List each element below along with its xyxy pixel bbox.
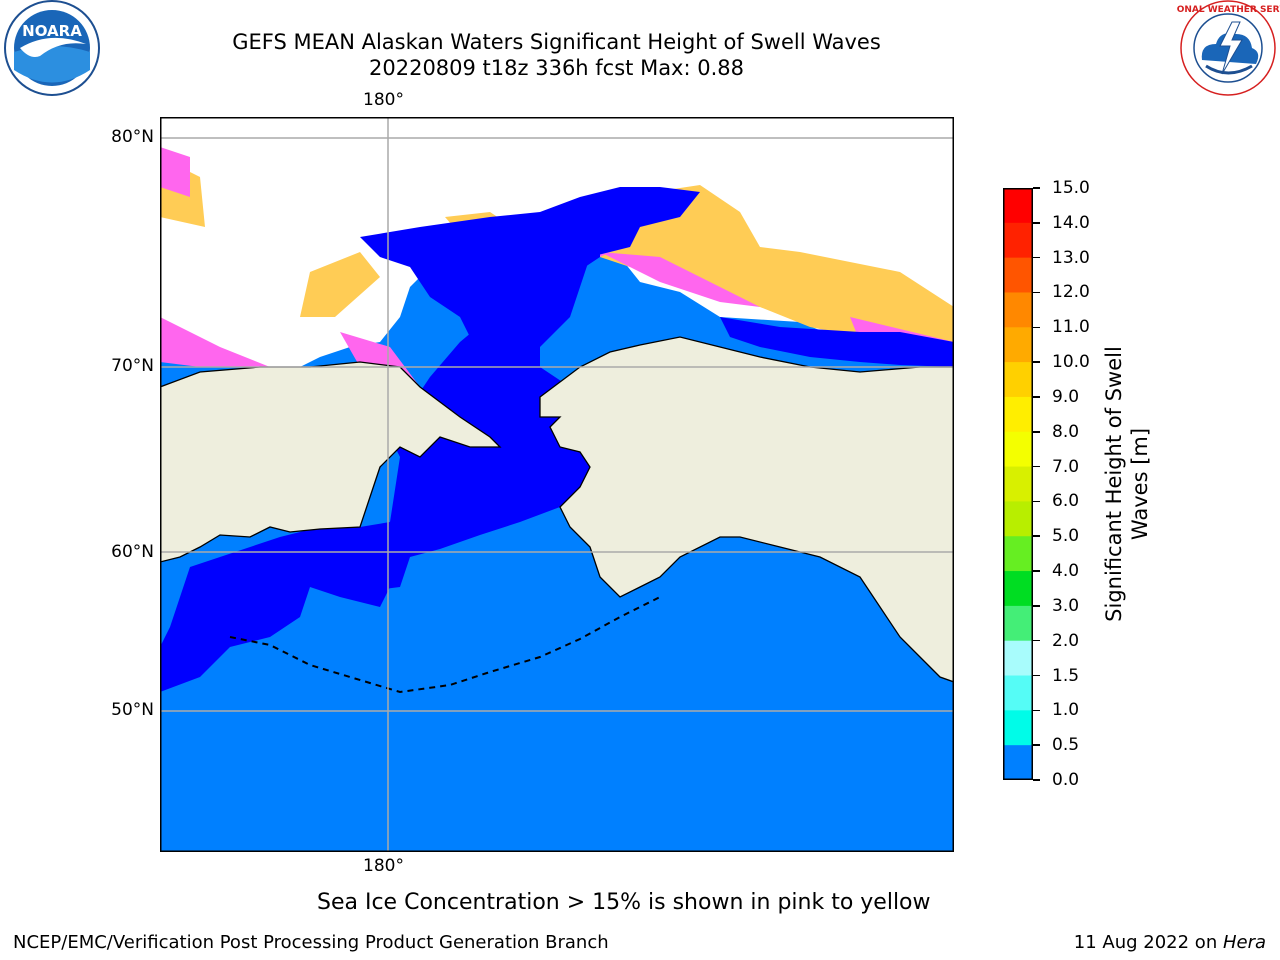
deep-blue-chukchi (360, 187, 700, 367)
colorbar-tick-mark (1033, 744, 1040, 746)
colorbar-tick-mark (1033, 326, 1040, 329)
sea-ice-note: Sea Ice Concentration > 15% is shown in … (317, 890, 931, 915)
colorbar-tick-mark (1033, 605, 1040, 607)
colorbar-segment (1003, 292, 1033, 328)
colorbar-tick-label: 10.0 (1052, 352, 1090, 373)
colorbar-segment (1003, 536, 1033, 572)
ice-band-pink (160, 147, 954, 417)
colorbar-segment (1003, 362, 1033, 398)
footer-date-text: 11 Aug 2022 on (1073, 932, 1223, 953)
colorbar-segment (1003, 675, 1033, 711)
colorbar-tick-mark (1033, 570, 1040, 572)
colorbar-tick-label: 15.0 (1052, 178, 1090, 198)
colorbar-tick-label: 2.0 (1052, 630, 1080, 651)
colorbar-tick-label: 7.0 (1052, 456, 1080, 477)
colorbar-segment (1003, 257, 1033, 293)
low-swell-region (160, 345, 954, 697)
colorbar-tick-label: 6.0 (1052, 491, 1080, 512)
colorbar-tick-mark (1033, 465, 1040, 468)
colorbar-segment (1003, 431, 1033, 468)
colorbar-tick-label: 12.0 (1052, 282, 1090, 303)
colorbar-tick-mark (1033, 639, 1040, 642)
map-subtitle: 20220809 t18z 336h fcst Max: 0.88 (369, 56, 744, 80)
footer-host: Hera (1222, 932, 1266, 953)
colorbar-segment (1003, 501, 1033, 537)
colorbar-tick-label: 3.0 (1052, 595, 1080, 616)
ice-region (160, 117, 954, 372)
noaa-logo: NOARA (4, 0, 100, 96)
lat-label-80: 80°N (111, 127, 154, 147)
colorbar-segment (1003, 222, 1033, 259)
colorbar-tick-label: 0.5 (1052, 735, 1080, 756)
colorbar-segment (1003, 327, 1033, 363)
colorbar-segment (1003, 188, 1033, 224)
colorbar (1003, 188, 1033, 780)
footer-credit: NCEP/EMC/Verification Post Processing Pr… (13, 932, 609, 953)
colorbar-tick-mark (1033, 431, 1040, 433)
noaa-logo-text: NOARA (22, 22, 82, 40)
colorbar-tick-mark (1033, 222, 1040, 224)
colorbar-tick-mark (1033, 256, 1040, 259)
nws-logo: NATIONAL WEATHER SERVICE (1176, 0, 1280, 96)
colorbar-tick-label: 1.5 (1052, 665, 1080, 686)
colorbar-tick-label: 14.0 (1052, 212, 1090, 233)
colorbar-tick-label: 13.0 (1052, 247, 1090, 268)
colorbar-label: Significant Height of Swell Waves [m] (1102, 346, 1152, 622)
colorbar-tick-label: 4.0 (1052, 561, 1080, 582)
russia-land (160, 361, 502, 563)
colorbar-tick-label: 11.0 (1052, 317, 1090, 338)
lat-label-70: 70°N (111, 356, 154, 376)
colorbar-tick-label: 8.0 (1052, 421, 1080, 442)
colorbar-segment (1003, 745, 1033, 780)
colorbar-tick-mark (1033, 291, 1040, 294)
colorbar-tick-mark (1033, 674, 1040, 677)
ice-band-orange (160, 157, 954, 347)
deep-blue-beaufort (720, 317, 954, 367)
colorbar-tick-label: 5.0 (1052, 526, 1080, 547)
colorbar-segment (1003, 466, 1033, 502)
swell-height-map (160, 117, 954, 852)
colorbar-tick-label: 9.0 (1052, 386, 1080, 407)
colorbar-tick-mark (1033, 709, 1040, 712)
colorbar-segment (1003, 605, 1033, 642)
aleutian-islands (229, 596, 661, 694)
svg-text:NATIONAL WEATHER SERVICE: NATIONAL WEATHER SERVICE (1176, 5, 1280, 15)
lat-label-50: 50°N (111, 700, 154, 720)
colorbar-tick-mark (1033, 779, 1040, 781)
colorbar-tick-mark (1033, 187, 1040, 189)
colorbar-tick-label: 0.0 (1052, 770, 1080, 790)
map-title: GEFS MEAN Alaskan Waters Significant Hei… (232, 30, 881, 54)
colorbar-tick-mark (1033, 361, 1040, 363)
colorbar-tick-label: 1.0 (1052, 700, 1080, 721)
footer-date: 11 Aug 2022 on Hera (1074, 932, 1266, 953)
colorbar-segment (1003, 571, 1033, 607)
lon-label-top: 180° (363, 90, 404, 110)
colorbar-segment (1003, 396, 1033, 433)
lat-label-60: 60°N (111, 542, 154, 562)
colorbar-tick-mark (1033, 500, 1040, 503)
colorbar-tick-mark (1033, 396, 1040, 398)
colorbar-tick-mark (1033, 535, 1040, 537)
lon-label-bottom: 180° (363, 856, 404, 876)
colorbar-segment (1003, 710, 1033, 746)
colorbar-segment (1003, 640, 1033, 677)
